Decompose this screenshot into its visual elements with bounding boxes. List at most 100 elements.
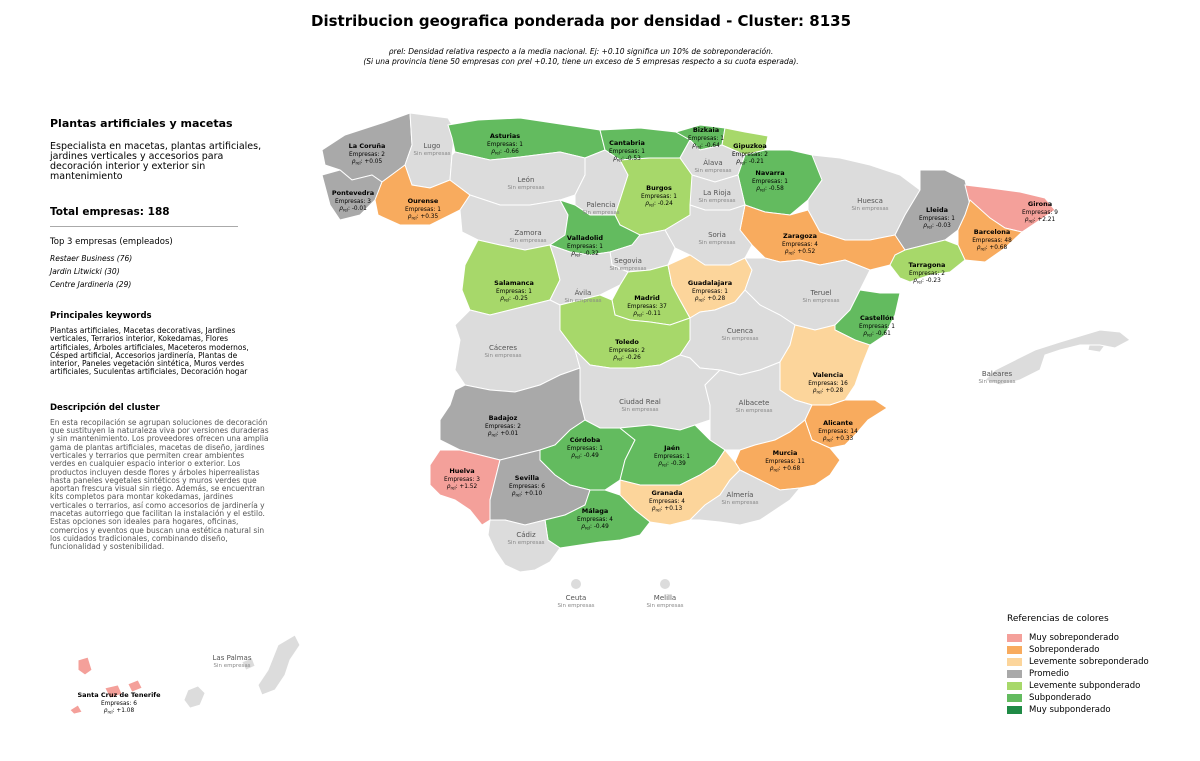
- province-rho-label: ρrel: -0.49: [571, 453, 599, 460]
- province-empresas-label: Empresas: 3: [444, 477, 480, 483]
- rho-value: -0.23: [926, 278, 941, 284]
- cluster-heading: Plantas artificiales y macetas: [50, 117, 233, 130]
- province-empresas-label: Empresas: 4: [649, 499, 685, 505]
- province-name-label: Albacete: [739, 399, 770, 407]
- province-rho-label: ρrel: -0.23: [913, 278, 941, 285]
- province-empresas-label: Empresas: 1: [859, 324, 895, 330]
- province-melilla: [660, 579, 670, 589]
- island-shape: [241, 657, 256, 671]
- province-name-label: Bizkaia: [693, 126, 719, 134]
- province-empresas-label: Sin empresas: [564, 298, 601, 304]
- legend-item: Levemente subponderado: [1007, 680, 1149, 692]
- map-title: Distribucion geografica ponderada por de…: [311, 12, 851, 30]
- legend-swatch: [1007, 682, 1022, 690]
- rho-value: +0.05: [364, 159, 382, 165]
- province-empresas-label: Sin empresas: [507, 540, 544, 546]
- province-name-label: Madrid: [634, 294, 660, 302]
- province-name-label: Castellón: [860, 314, 894, 322]
- province-empresas-label: Empresas: 2: [732, 152, 768, 158]
- province-empresas-label: Empresas: 48: [972, 238, 1012, 244]
- keywords-title: Principales keywords: [50, 311, 152, 321]
- province-empresas-label: Empresas: 11: [765, 459, 805, 465]
- legend-label: Levemente sobreponderado: [1029, 657, 1149, 667]
- province-name-label: Cádiz: [516, 531, 536, 539]
- province-rho-label: ρrel: +0.28: [695, 296, 726, 303]
- province-name-label: Almería: [727, 491, 754, 499]
- province-empresas-label: Empresas: 1: [567, 244, 603, 250]
- province-empresas-label: Sin empresas: [509, 238, 546, 244]
- legend-swatch: [1007, 634, 1022, 642]
- province-name-label: Huelva: [449, 467, 474, 475]
- rho-value: -0.21: [749, 159, 764, 165]
- rho-value: -0.58: [769, 186, 784, 192]
- top3-list: Restaer Business (76) Jardin Litwicki (3…: [50, 252, 270, 291]
- province-empresas-label: Sin empresas: [802, 298, 839, 304]
- top3-item: Jardin Litwicki (30): [50, 267, 120, 276]
- province-empresas-label: Empresas: 9: [1022, 210, 1058, 216]
- province-rho-label: ρrel: +1.52: [447, 484, 478, 491]
- rho-value: +0.28: [707, 296, 725, 302]
- province-rho-label: ρrel: -0.61: [863, 331, 891, 338]
- rho-value: +0.68: [989, 245, 1007, 251]
- island-shape: [69, 704, 83, 715]
- rho-value: +1.08: [116, 708, 134, 714]
- rho-value: +0.28: [825, 388, 843, 394]
- province-rho-label: ρrel: -0.21: [736, 159, 764, 166]
- province-name-label: Salamanca: [494, 279, 534, 287]
- rho-value: -0.39: [671, 461, 686, 467]
- province-rho-label: ρrel: +0.01: [488, 431, 519, 438]
- province-empresas-label: Empresas: 1: [919, 216, 955, 222]
- province-name-label: Sevilla: [515, 474, 539, 482]
- province-empresas-label: Sin empresas: [721, 336, 758, 342]
- rho-value: +1.52: [459, 484, 477, 490]
- province-rho-label: ρrel: +0.28: [813, 388, 844, 395]
- province-name-label: Málaga: [582, 507, 609, 515]
- rho-value: -0.66: [504, 149, 519, 155]
- legend-swatch: [1007, 658, 1022, 666]
- province-name-label: Alicante: [823, 419, 853, 427]
- subtitle-line-1: ρrel: Densidad relativa respecto a la me…: [388, 47, 774, 56]
- province-name-label: Palencia: [587, 201, 616, 209]
- legend-label: Sobreponderado: [1029, 645, 1100, 655]
- legend-item: Levemente sobreponderado: [1007, 656, 1149, 668]
- province-name-label: Córdoba: [570, 436, 601, 444]
- rho-value: -0.53: [626, 156, 641, 162]
- rho-value: -0.64: [705, 143, 720, 149]
- island-shape: [127, 679, 143, 693]
- rho-value: +0.01: [500, 431, 518, 437]
- province-ceuta: [571, 579, 581, 589]
- province-name-label: Lleida: [926, 206, 948, 214]
- province-name-label: Soria: [708, 231, 726, 239]
- province-name-label: Toledo: [615, 338, 639, 346]
- province-name-label: Lugo: [424, 142, 441, 150]
- province-name-label: Valladolid: [567, 234, 603, 242]
- province-name-label: Jaén: [663, 444, 680, 452]
- island-shape: [104, 684, 123, 699]
- province-name-label: Cáceres: [489, 344, 517, 352]
- color-legend: Referencias de colores Muy sobreponderad…: [1007, 614, 1149, 716]
- map-subtitle: ρrel: Densidad relativa respecto a la me…: [0, 47, 1162, 67]
- province-name-label: Valencia: [813, 371, 844, 379]
- legend-item: Muy subponderado: [1007, 704, 1149, 716]
- legend-item: Muy sobreponderado: [1007, 632, 1149, 644]
- province-empresas-label: Empresas: 6: [101, 701, 137, 707]
- province-empresas-label: Sin empresas: [694, 168, 731, 174]
- rho-value: -0.26: [626, 355, 641, 361]
- province-name-label: Huesca: [857, 197, 883, 205]
- province-empresas-label: Empresas: 1: [487, 142, 523, 148]
- province-name-label: Baleares: [982, 370, 1013, 378]
- province-empresas-label: Sin empresas: [698, 198, 735, 204]
- legend-item: Sobreponderado: [1007, 644, 1149, 656]
- province-rho-label: ρrel: +2.21: [1025, 217, 1056, 224]
- province-name-label: León: [518, 176, 535, 184]
- province-huelva: [429, 449, 501, 526]
- province-empresas-label: Sin empresas: [721, 500, 758, 506]
- subtitle-line-2: (Si una provincia tiene 50 empresas con …: [363, 57, 799, 66]
- province-baleares: [984, 329, 1131, 386]
- province-name-label: Burgos: [646, 184, 672, 192]
- province-rho-label: ρrel: -0.64: [692, 143, 720, 150]
- province-rho-label: ρrel: -0.26: [613, 355, 641, 362]
- province-rho-label: ρrel: +0.35: [408, 214, 439, 221]
- province-almeria: [688, 469, 802, 526]
- province-rho-label: ρrel: +0.10: [512, 491, 543, 498]
